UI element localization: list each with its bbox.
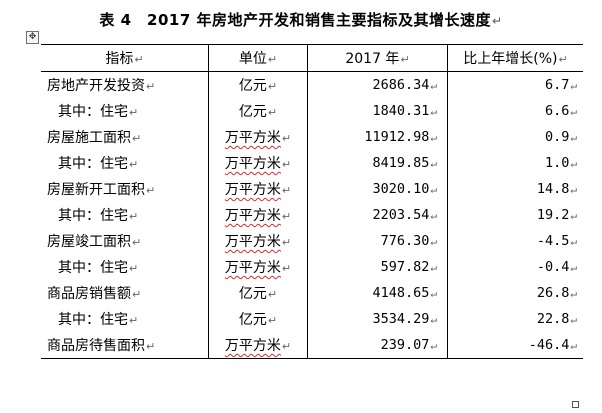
table-row: 其中：住宅↵ 万平方米↵ 597.82↵ -0.4↵ xyxy=(41,254,583,280)
growth-cell: 26.8↵ xyxy=(447,280,583,306)
unit-cell: 亿元↵ xyxy=(208,306,308,332)
table-row: 商品房待售面积↵ 万平方米↵ 239.07↵ -46.4↵ xyxy=(41,332,583,359)
unit-cell: 万平方米↵ xyxy=(208,332,308,359)
growth-cell: 14.8↵ xyxy=(447,176,583,202)
table-row: 房屋竣工面积↵ 万平方米↵ 776.30↵ -4.5↵ xyxy=(41,228,583,254)
value-cell: 239.07↵ xyxy=(307,332,448,359)
growth-cell: 1.0↵ xyxy=(447,150,583,176)
table-row: 其中：住宅↵ 亿元↵ 1840.31↵ 6.6↵ xyxy=(41,98,583,124)
table-row: 房屋施工面积↵ 万平方米↵ 11912.98↵ 0.9↵ xyxy=(41,124,583,150)
value-cell: 4148.65↵ xyxy=(307,280,448,306)
header-year: 2017 年↵ xyxy=(307,44,448,72)
data-table: 指标↵ 单位↵ 2017 年↵ 比上年增长(%)↵ 房地产开发投资↵ 亿元↵ 268… xyxy=(41,44,583,359)
value-cell: 3020.10↵ xyxy=(307,176,448,202)
table-row: 商品房销售额↵ 亿元↵ 4148.65↵ 26.8↵ xyxy=(41,280,583,306)
unit-cell: 万平方米↵ xyxy=(208,124,308,150)
indicator-cell: 其中：住宅↵ xyxy=(58,260,139,276)
growth-cell: 22.8↵ xyxy=(447,306,583,332)
table-header-row: 指标↵ 单位↵ 2017 年↵ 比上年增长(%)↵ xyxy=(41,44,583,72)
indicator-cell: 其中：住宅↵ xyxy=(58,156,139,172)
unit-cell: 亿元↵ xyxy=(208,98,308,124)
header-indicator: 指标↵ xyxy=(41,44,209,72)
header-unit: 单位↵ xyxy=(208,44,308,72)
value-cell: 776.30↵ xyxy=(307,228,448,254)
value-cell: 11912.98↵ xyxy=(307,124,448,150)
value-cell: 2203.54↵ xyxy=(307,202,448,228)
indicator-cell: 房地产开发投资↵ xyxy=(47,78,156,94)
growth-cell: -0.4↵ xyxy=(447,254,583,280)
growth-cell: -4.5↵ xyxy=(447,228,583,254)
header-growth: 比上年增长(%)↵ xyxy=(447,44,583,72)
unit-cell: 万平方米↵ xyxy=(208,228,308,254)
growth-cell: -46.4↵ xyxy=(447,332,583,359)
indicator-cell: 其中：住宅↵ xyxy=(58,104,139,120)
table-row: 其中：住宅↵ 万平方米↵ 2203.54↵ 19.2↵ xyxy=(41,202,583,228)
indicator-cell: 商品房待售面积↵ xyxy=(41,332,209,359)
table-move-handle-icon[interactable]: ✥ xyxy=(26,31,39,44)
growth-cell: 6.7↵ xyxy=(447,71,583,98)
unit-cell: 亿元↵ xyxy=(208,280,308,306)
value-cell: 597.82↵ xyxy=(307,254,448,280)
value-cell: 3534.29↵ xyxy=(307,306,448,332)
table-row: 房屋新开工面积↵ 万平方米↵ 3020.10↵ 14.8↵ xyxy=(41,176,583,202)
unit-cell: 万平方米↵ xyxy=(208,150,308,176)
value-cell: 1840.31↵ xyxy=(307,98,448,124)
title-text: 表 4 2017 年房地产开发和销售主要指标及其增长速度 xyxy=(99,11,492,29)
indicator-cell: 商品房销售额↵ xyxy=(47,286,142,302)
indicator-cell: 房屋新开工面积↵ xyxy=(47,182,156,198)
value-cell: 8419.85↵ xyxy=(307,150,448,176)
growth-cell: 19.2↵ xyxy=(447,202,583,228)
indicator-cell: 其中：住宅↵ xyxy=(58,312,139,328)
table-title: 表 4 2017 年房地产开发和销售主要指标及其增长速度↵ xyxy=(0,9,602,30)
growth-cell: 6.6↵ xyxy=(447,98,583,124)
unit-cell: 万平方米↵ xyxy=(208,202,308,228)
table-row: 其中：住宅↵ 亿元↵ 3534.29↵ 22.8↵ xyxy=(41,306,583,332)
unit-cell: 万平方米↵ xyxy=(208,254,308,280)
unit-cell: 亿元↵ xyxy=(208,71,308,98)
unit-cell: 万平方米↵ xyxy=(208,176,308,202)
growth-cell: 0.9↵ xyxy=(447,124,583,150)
table-row: 其中：住宅↵ 万平方米↵ 8419.85↵ 1.0↵ xyxy=(41,150,583,176)
paragraph-mark-icon: ↵ xyxy=(492,14,503,28)
table-row: 房地产开发投资↵ 亿元↵ 2686.34↵ 6.7↵ xyxy=(41,71,583,98)
indicator-cell: 其中：住宅↵ xyxy=(58,208,139,224)
indicator-cell: 房屋竣工面积↵ xyxy=(47,234,142,250)
value-cell: 2686.34↵ xyxy=(307,71,448,98)
indicator-cell: 房屋施工面积↵ xyxy=(47,130,142,146)
table-resize-handle-icon[interactable] xyxy=(572,401,579,408)
table-body: 房地产开发投资↵ 亿元↵ 2686.34↵ 6.7↵ 其中：住宅↵ 亿元↵ 1840.31↵… xyxy=(41,71,583,359)
